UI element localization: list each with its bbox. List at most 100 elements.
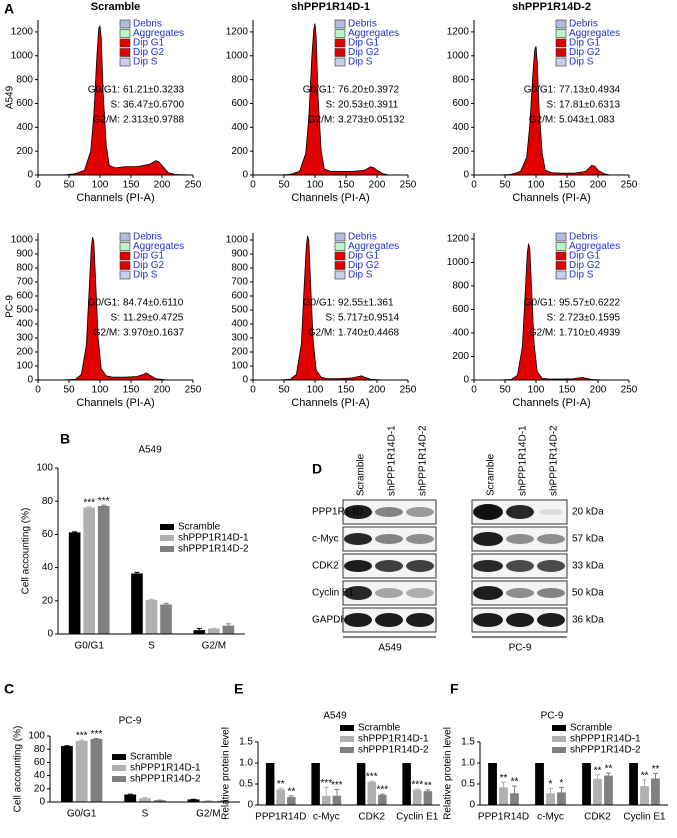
panel-label: F bbox=[450, 681, 459, 697]
x-tick-label: 150 bbox=[559, 180, 576, 191]
bar bbox=[357, 763, 365, 805]
western-blot: Scramble shPPP1R14D-1 shPPP1R14D-2 Scram… bbox=[312, 425, 604, 654]
legend-swatch bbox=[120, 262, 130, 270]
stat-label: G2/M: bbox=[93, 328, 120, 339]
stat-label: G0/G1: bbox=[524, 298, 556, 309]
y-tick-label: 1200 bbox=[447, 234, 470, 245]
x-tick-label: 100 bbox=[92, 385, 109, 396]
legend-swatch bbox=[335, 243, 345, 251]
y-tick-label: 300 bbox=[16, 333, 33, 344]
y-tick-label: 800 bbox=[231, 74, 248, 85]
group-label: A549 bbox=[378, 643, 402, 654]
bar bbox=[582, 763, 591, 805]
significance: *** bbox=[331, 780, 343, 791]
y-tick-label: 200 bbox=[452, 351, 469, 362]
stat-value: 84.74±0.6110 bbox=[123, 298, 184, 309]
y-tick-label: 80 bbox=[34, 744, 46, 755]
stat-value: 77.13±0.4934 bbox=[559, 85, 621, 96]
bar bbox=[368, 782, 376, 805]
x-tick-label: 100 bbox=[307, 385, 324, 396]
x-tick-label: c-Myc bbox=[537, 812, 564, 823]
error-bar bbox=[149, 599, 154, 600]
legend-swatch bbox=[552, 725, 566, 731]
y-tick-label: 20 bbox=[34, 783, 46, 794]
legend-swatch bbox=[120, 252, 130, 260]
stat-value: 11.29±0.4725 bbox=[123, 313, 184, 324]
x-tick-label: 100 bbox=[307, 180, 324, 191]
y-tick-label: 0 bbox=[47, 629, 53, 640]
y-tick-label: 1.5 bbox=[239, 737, 253, 748]
x-tick-label: 0 bbox=[471, 180, 477, 191]
chart-title: A549 bbox=[138, 445, 162, 456]
significance: *** bbox=[98, 496, 110, 507]
bar bbox=[83, 508, 95, 634]
y-tick-label: 1200 bbox=[11, 27, 34, 38]
y-tick-label: 600 bbox=[452, 98, 469, 109]
y-tick-label: 1000 bbox=[11, 50, 34, 61]
stat-value: 1.710±0.4939 bbox=[559, 328, 621, 339]
significance: *** bbox=[76, 731, 88, 742]
x-tick-label: 200 bbox=[590, 385, 607, 396]
y-tick-label: 1000 bbox=[11, 235, 34, 246]
stat-value: 3.970±0.1637 bbox=[123, 328, 185, 339]
x-tick-label: 50 bbox=[499, 180, 511, 191]
y-tick-label: 1.0 bbox=[239, 758, 253, 769]
y-tick-label: 700 bbox=[231, 277, 248, 288]
stat-label: S: bbox=[547, 100, 556, 111]
x-tick-label: 50 bbox=[278, 180, 290, 191]
stat-value: 3.273±0.05132 bbox=[338, 115, 405, 126]
legend-swatch bbox=[335, 271, 345, 279]
y-tick-label: 0 bbox=[469, 800, 475, 811]
y-tick-label: 800 bbox=[452, 74, 469, 85]
bar bbox=[160, 604, 172, 634]
legend-swatch bbox=[335, 49, 345, 57]
legend-swatch bbox=[112, 776, 126, 782]
lane-label: Scramble bbox=[356, 453, 367, 496]
bar bbox=[61, 746, 73, 802]
y-tick-label: 0 bbox=[242, 170, 248, 181]
significance: ** bbox=[594, 765, 602, 776]
x-tick-label: 200 bbox=[369, 385, 386, 396]
chart-title: PC-9 bbox=[119, 716, 142, 727]
bar bbox=[98, 506, 110, 634]
y-tick-label: 0 bbox=[242, 375, 248, 386]
y-tick-label: 80 bbox=[42, 496, 54, 507]
protein-label: GAPDH bbox=[312, 615, 348, 626]
y-tick-label: 400 bbox=[231, 122, 248, 133]
legend-swatch bbox=[112, 765, 126, 771]
legend-swatch bbox=[160, 535, 174, 541]
x-tick-label: 50 bbox=[499, 385, 511, 396]
y-tick-label: 1000 bbox=[226, 50, 249, 61]
bar bbox=[333, 796, 341, 805]
bar bbox=[424, 791, 432, 805]
legend-label: shPPP1R14D-1 bbox=[358, 734, 429, 745]
significance: *** bbox=[366, 772, 378, 783]
y-tick-label: 1200 bbox=[226, 27, 249, 38]
y-tick-label: 100 bbox=[16, 361, 33, 372]
x-tick-label: 0 bbox=[35, 180, 41, 191]
y-tick-label: 1000 bbox=[447, 257, 470, 268]
stat-label: G2/M: bbox=[308, 115, 335, 126]
bar bbox=[69, 532, 81, 634]
protein-label: CDK2 bbox=[312, 561, 339, 572]
bar bbox=[629, 763, 638, 805]
x-tick-label: G0/G1 bbox=[67, 809, 97, 820]
stat-label: S: bbox=[111, 100, 120, 111]
bar bbox=[378, 795, 386, 805]
x-tick-label: 50 bbox=[63, 385, 75, 396]
bar bbox=[146, 600, 158, 634]
legend-swatch bbox=[340, 736, 354, 742]
y-axis-label: Relative protein level bbox=[443, 727, 454, 820]
stat-label: S: bbox=[326, 100, 335, 111]
y-tick-label: 600 bbox=[452, 304, 469, 315]
y-tick-label: 800 bbox=[452, 281, 469, 292]
y-tick-label: 100 bbox=[36, 463, 53, 474]
significance: ** bbox=[424, 781, 432, 792]
y-axis-label: Cell accounting (%) bbox=[21, 508, 32, 595]
error-bar bbox=[164, 603, 169, 604]
y-tick-label: 1200 bbox=[447, 27, 470, 38]
legend-label: shPPP1R14D-2 bbox=[570, 745, 641, 756]
stat-value: 61.21±0.3233 bbox=[123, 85, 185, 96]
x-tick-label: 0 bbox=[35, 385, 41, 396]
